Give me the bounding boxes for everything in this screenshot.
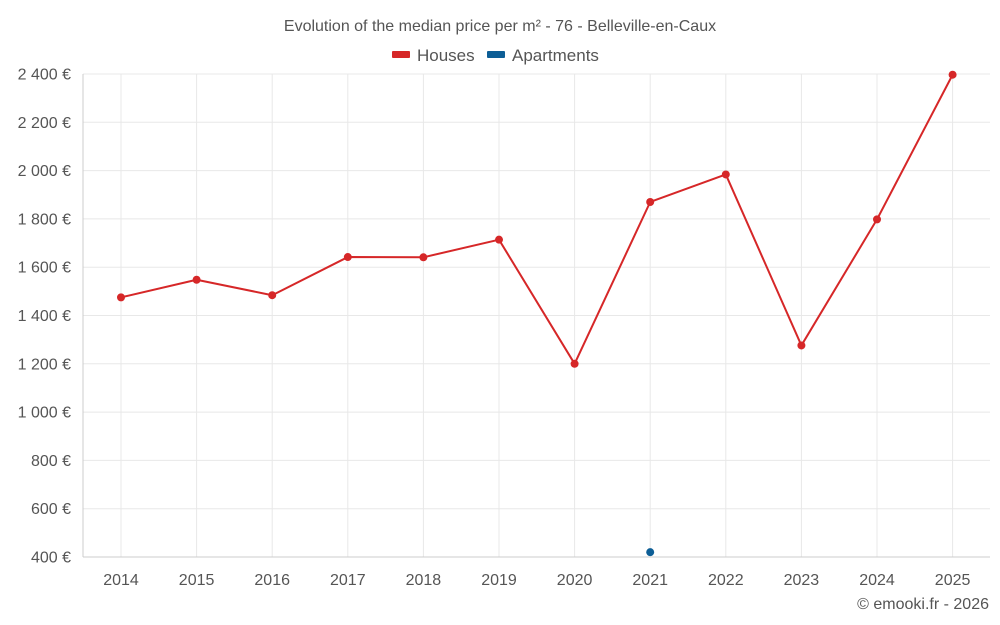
x-tick-label: 2014 (103, 572, 139, 589)
x-tick-label: 2023 (784, 572, 820, 589)
x-tick-label: 2024 (859, 572, 895, 589)
legend-swatch-apartments (487, 51, 505, 58)
legend-item-houses[interactable]: Houses (392, 46, 475, 65)
series-layer (117, 70, 957, 557)
axes (82, 74, 990, 558)
data-point-houses[interactable] (873, 215, 881, 224)
y-tick-label: 800 € (31, 453, 71, 470)
series-apartments (646, 548, 655, 557)
y-tick-label: 2 000 € (18, 163, 71, 180)
y-axis-tick-labels: 400 € 600 € 800 € 1 000 € 1 200 € 1 400 € 1 60… (18, 67, 71, 567)
credit-text: © emooki.fr - 2026 (857, 596, 989, 613)
x-tick-label: 2019 (481, 572, 517, 589)
data-point-houses[interactable] (343, 253, 352, 262)
x-tick-label: 2021 (632, 572, 668, 589)
data-point-houses[interactable] (646, 197, 655, 206)
gridlines (83, 73, 990, 558)
y-tick-label: 1 800 € (18, 211, 71, 228)
x-axis-tick-labels: 2014 2015 2016 2017 2018 2019 2020 2021 2022 2023… (103, 572, 970, 589)
x-tick-label: 2015 (179, 572, 215, 589)
legend-label-apartments: Apartments (512, 46, 599, 65)
data-point-houses[interactable] (419, 253, 428, 262)
y-tick-label: 400 € (31, 550, 71, 567)
data-point-houses[interactable] (495, 235, 503, 244)
x-tick-label: 2018 (406, 572, 442, 589)
x-tick-label: 2025 (935, 572, 971, 589)
y-tick-label: 1 600 € (18, 260, 71, 277)
y-tick-label: 600 € (31, 501, 71, 518)
chart-title: Evolution of the median price per m² - 7… (284, 18, 716, 35)
data-point-houses[interactable] (117, 293, 125, 302)
x-tick-label: 2016 (254, 572, 290, 589)
data-point-houses[interactable] (721, 170, 730, 179)
x-tick-label: 2017 (330, 572, 366, 589)
series-line-houses (120, 74, 954, 365)
y-tick-label: 2 400 € (18, 67, 71, 84)
data-point-houses[interactable] (948, 70, 957, 79)
data-point-apartments[interactable] (646, 548, 655, 557)
y-tick-label: 2 200 € (18, 115, 71, 132)
data-point-houses[interactable] (268, 291, 277, 300)
data-point-houses[interactable] (570, 359, 579, 368)
y-tick-label: 1 000 € (18, 405, 71, 422)
y-tick-label: 1 400 € (18, 308, 71, 325)
legend-item-apartments[interactable]: Apartments (487, 46, 599, 65)
series-houses (117, 70, 957, 368)
data-point-houses[interactable] (192, 275, 201, 284)
legend-label-houses: Houses (417, 46, 475, 65)
legend: Houses Apartments (392, 46, 599, 65)
legend-swatch-houses (392, 51, 410, 58)
x-tick-label: 2022 (708, 572, 744, 589)
data-point-houses[interactable] (797, 341, 806, 350)
y-tick-label: 1 200 € (18, 356, 71, 373)
x-tick-label: 2020 (557, 572, 593, 589)
